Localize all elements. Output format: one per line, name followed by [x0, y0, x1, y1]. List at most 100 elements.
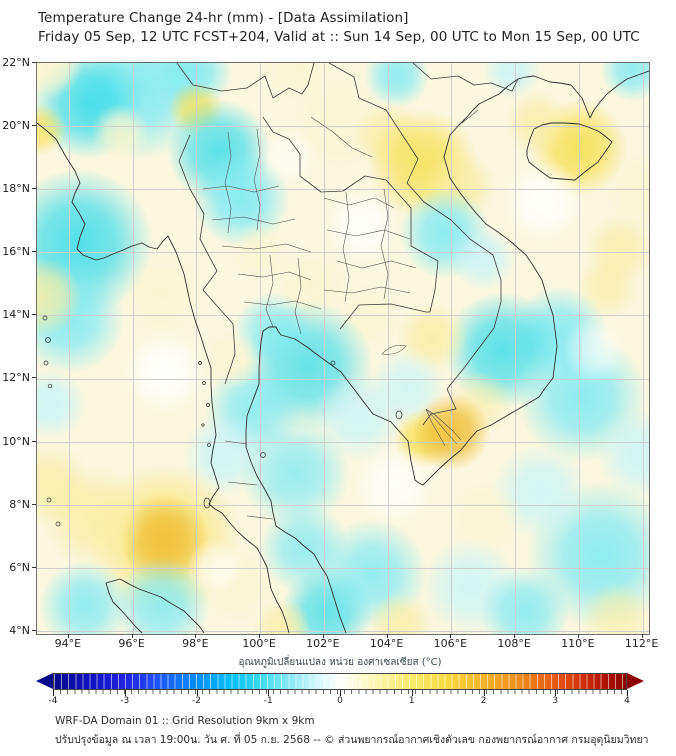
- coastline-paths: [37, 70, 649, 634]
- coastline-sumatra: [105, 578, 205, 634]
- lat-tick-label: 14°N: [2, 308, 30, 322]
- gridline-meridian: [132, 63, 134, 634]
- lon-tick-mark: [195, 634, 197, 638]
- gridline-parallel: [37, 504, 649, 506]
- border-thailand-cambodia: [339, 303, 430, 330]
- island-paths: [42, 315, 403, 527]
- colorbar-major-tick: [555, 690, 557, 696]
- temperature-field-layer: [37, 63, 649, 634]
- coastline-hainan: [526, 122, 613, 181]
- lat-tick-label: 16°N: [2, 245, 30, 259]
- lon-tick-mark: [67, 634, 69, 638]
- colorbar-major-tick: [483, 690, 485, 696]
- lon-tick-label: 110°E: [561, 637, 595, 650]
- field-blob: [91, 103, 149, 162]
- field-blob: [186, 539, 245, 597]
- border-myanmar-thailand: [178, 134, 236, 385]
- gridline-parallel: [37, 252, 649, 254]
- lat-tick-mark: [32, 377, 36, 379]
- colorbar-ticks: -4 -3 -2 -1 0 1 2 3 4: [49, 690, 630, 706]
- lon-tick-label: 98°E: [182, 637, 209, 650]
- field-blob: [231, 223, 289, 281]
- gridline-parallel: [37, 189, 649, 191]
- figure-subtitle: Friday 05 Sep, 12 UTC FCST+204, Valid at…: [38, 29, 640, 45]
- lat-tick-label: 22°N: [2, 56, 30, 69]
- colorbar: อุณหภูมิเปลี่ยนแปลง หน่วย องศาเซลเซียส (…: [36, 655, 644, 706]
- colorbar-major-tick: [627, 690, 628, 696]
- border-china-vietnam: [412, 63, 519, 92]
- lon-tick-mark: [514, 634, 516, 638]
- gridline-meridian: [196, 63, 198, 634]
- gridline-meridian: [515, 63, 517, 634]
- field-blob: [582, 583, 649, 634]
- colorbar-tick-label: 0: [337, 696, 343, 706]
- colorbar-major-tick: [411, 690, 413, 696]
- lat-tick-label: 4°N: [9, 623, 30, 637]
- colorbar-major-tick: [124, 690, 126, 696]
- gridline-parallel: [37, 315, 649, 317]
- lon-tick-mark: [131, 634, 133, 638]
- lat-tick-mark: [32, 251, 36, 253]
- field-blob: [562, 318, 627, 382]
- colorbar-tick-label: 4: [624, 696, 630, 706]
- lon-tick-mark: [386, 634, 388, 638]
- lon-tick-mark: [259, 634, 261, 638]
- province-border-paths: [202, 109, 479, 520]
- lon-tick-label: 106°E: [433, 637, 468, 650]
- gridline-meridian: [451, 63, 453, 634]
- lon-tick-label: 100°E: [242, 637, 276, 650]
- lon-tick-mark: [641, 634, 643, 638]
- gridline-parallel: [37, 378, 649, 380]
- border-thailand-laos-mekong: [262, 116, 439, 313]
- lon-tick-mark: [577, 634, 579, 638]
- lat-tick-mark: [32, 62, 36, 63]
- red-river-delta: [461, 109, 479, 124]
- lon-tick-label: 108°E: [497, 637, 531, 650]
- field-blob: [451, 482, 522, 553]
- gridline-meridian: [68, 63, 70, 634]
- mekong-delta-channels: [425, 408, 462, 447]
- border-laos-vietnam-cambodia: [328, 63, 502, 426]
- gridline-parallel: [37, 441, 649, 443]
- lon-tick-mark: [322, 634, 324, 638]
- lon-tick-label: 102°E: [306, 637, 340, 650]
- lat-tick-mark: [32, 125, 36, 127]
- colorbar-tick-label: -3: [120, 696, 130, 706]
- country-border-paths: [176, 63, 519, 426]
- lat-tick-label: 18°N: [2, 182, 30, 196]
- colorbar-left-arrow: [36, 673, 53, 689]
- gridline-meridian: [642, 63, 644, 634]
- field-blob: [123, 255, 200, 332]
- colorbar-tick-label: -1: [263, 696, 273, 706]
- footer-domain-info: WRF-DA Domain 01 :: Grid Resolution 9km …: [55, 715, 315, 727]
- lat-tick-mark: [32, 314, 36, 316]
- colorbar-tick-label: 3: [552, 696, 559, 706]
- boundaries-layer: [37, 63, 649, 634]
- border-myanmar-laos-china: [176, 63, 315, 99]
- colorbar-major-tick: [340, 690, 341, 696]
- gridline-parallel: [37, 567, 649, 569]
- lat-tick-mark: [32, 566, 36, 568]
- figure-title: Temperature Change 24-hr (mm) - [Data As…: [38, 10, 409, 26]
- gridline-meridian: [323, 63, 325, 634]
- tonle-sap-lake: [381, 345, 407, 355]
- lat-tick-label: 20°N: [2, 119, 30, 133]
- colorbar-right-arrow: [627, 673, 644, 689]
- gridline-parallel: [37, 126, 649, 128]
- lat-tick-label: 10°N: [2, 434, 30, 448]
- lat-tick-mark: [32, 629, 36, 631]
- lat-tick-label: 8°N: [9, 497, 30, 511]
- colorbar-major-tick: [53, 690, 54, 696]
- lon-tick-label: 112°E: [624, 637, 659, 650]
- colorbar-tick-label: -4: [48, 696, 58, 706]
- map-canvas: [36, 62, 650, 635]
- lon-tick-label: 104°E: [369, 637, 404, 650]
- lon-tick-mark: [450, 634, 452, 638]
- lat-tick-label: 6°N: [9, 560, 30, 574]
- lon-tick-label: 96°E: [118, 637, 145, 650]
- lat-tick-mark: [32, 503, 36, 505]
- colorbar-major-tick: [196, 690, 198, 696]
- footer-update-credit: ปรับปรุงข้อมูล ณ เวลา 19:00น. วัน ศ. ที่…: [55, 734, 649, 746]
- colorbar-major-tick: [268, 690, 270, 696]
